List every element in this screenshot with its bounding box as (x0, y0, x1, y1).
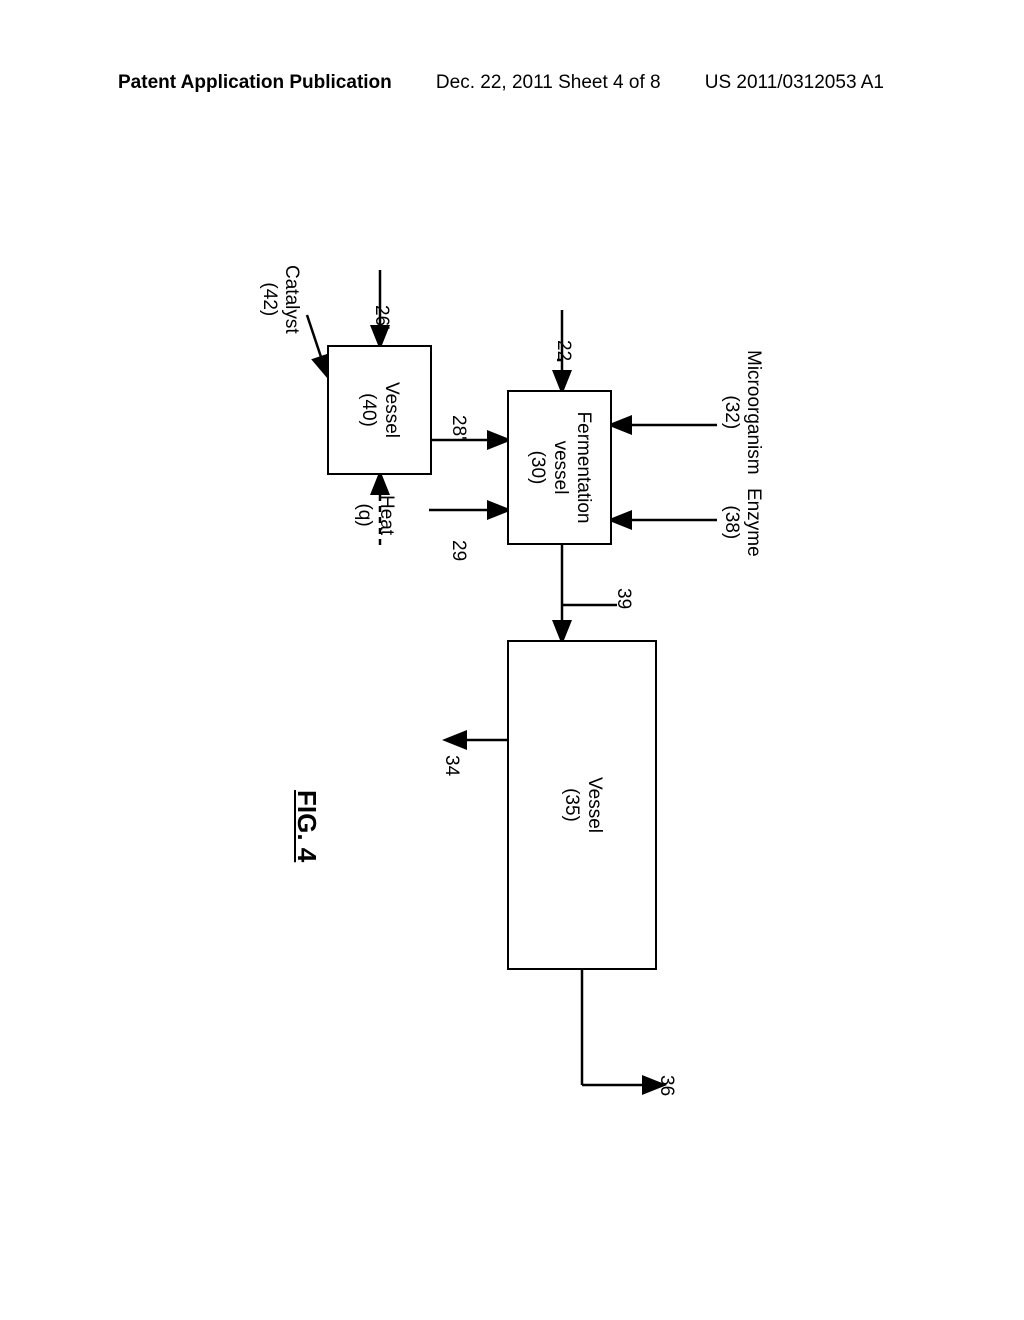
vessel-40-box: Vessel(40) (327, 345, 432, 475)
output-36-label: 36 (655, 1075, 677, 1096)
fermentation-vessel-box: Fermentationvessel(30) (507, 390, 612, 545)
heat-label: Heat(q) (353, 495, 397, 535)
vessel-35-box: Vessel(35) (507, 640, 657, 970)
output-34-label: 34 (440, 755, 462, 776)
input-28p-label: 28' (447, 415, 469, 440)
header-left: Patent Application Publication (118, 72, 392, 94)
diagram: Fermentationvessel(30) Vessel(35) Vessel… (212, 210, 812, 1110)
vessel-40-label: Vessel(40) (357, 382, 403, 438)
microorganism-label: Microorganism(32) (720, 350, 764, 475)
page-header: Patent Application Publication Dec. 22, … (118, 72, 884, 94)
header-center: Dec. 22, 2011 Sheet 4 of 8 (436, 72, 661, 94)
header-right: US 2011/0312053 A1 (705, 72, 884, 94)
figure-label: FIG. 4 (291, 790, 322, 862)
input-29-label: 29 (447, 540, 469, 561)
vessel-35-label: Vessel(35) (559, 777, 605, 833)
page: Patent Application Publication Dec. 22, … (0, 0, 1024, 1320)
fermentation-vessel-label: Fermentationvessel(30) (525, 412, 593, 524)
input-26p-label: 26' (370, 305, 392, 330)
output-39-label: 39 (612, 588, 634, 609)
input-22-label: 22 (552, 340, 574, 361)
enzyme-label: Enzyme(38) (720, 488, 764, 557)
catalyst-label: Catalyst(42) (258, 265, 302, 334)
